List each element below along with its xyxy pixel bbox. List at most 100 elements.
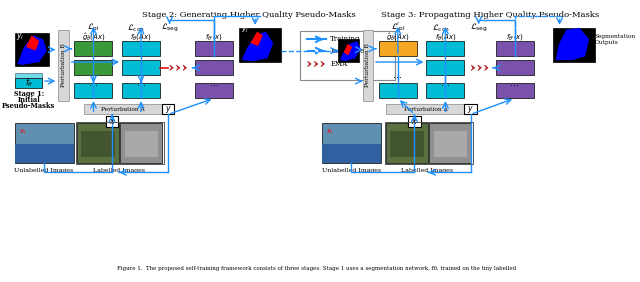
Text: Unlabelled Images: Unlabelled Images (14, 168, 74, 173)
Text: ...: ... (136, 78, 145, 88)
Polygon shape (340, 41, 361, 61)
Text: Perturbation B: Perturbation B (61, 43, 66, 87)
Text: Labelled Images: Labelled Images (401, 168, 453, 173)
Text: Unlabelled Images: Unlabelled Images (322, 168, 381, 173)
Text: Pseudo-Masks: Pseudo-Masks (2, 102, 56, 110)
FancyBboxPatch shape (74, 41, 113, 56)
FancyBboxPatch shape (434, 131, 467, 157)
Polygon shape (242, 32, 273, 61)
Text: $x$: $x$ (411, 117, 418, 126)
FancyBboxPatch shape (496, 41, 534, 56)
Text: $f_\theta(Ax)$: $f_\theta(Ax)$ (131, 32, 152, 42)
FancyBboxPatch shape (239, 28, 281, 62)
FancyBboxPatch shape (387, 123, 428, 163)
FancyBboxPatch shape (122, 83, 160, 98)
Polygon shape (344, 44, 352, 55)
FancyBboxPatch shape (195, 41, 234, 56)
FancyBboxPatch shape (84, 104, 162, 114)
Text: Training: Training (330, 35, 361, 43)
FancyBboxPatch shape (496, 83, 534, 98)
Text: Perturbation A: Perturbation A (404, 107, 447, 112)
FancyBboxPatch shape (322, 144, 381, 163)
Polygon shape (307, 61, 311, 67)
Text: $y$: $y$ (164, 104, 172, 115)
FancyBboxPatch shape (15, 123, 74, 163)
FancyBboxPatch shape (465, 104, 477, 114)
FancyBboxPatch shape (81, 131, 115, 157)
Polygon shape (471, 65, 475, 70)
Text: Inference: Inference (330, 47, 364, 55)
Polygon shape (484, 65, 488, 70)
FancyBboxPatch shape (120, 123, 162, 163)
Text: Perturbation B: Perturbation B (365, 43, 371, 87)
FancyBboxPatch shape (15, 144, 74, 163)
Text: Segmentation
Outputs: Segmentation Outputs (595, 34, 636, 45)
Text: $\mathcal{L}_\mathrm{seg}$: $\mathcal{L}_\mathrm{seg}$ (161, 22, 179, 34)
FancyBboxPatch shape (195, 83, 234, 98)
Text: $\mathcal{L}_\mathrm{pl}$: $\mathcal{L}_\mathrm{pl}$ (87, 22, 100, 34)
FancyBboxPatch shape (77, 123, 119, 163)
Polygon shape (250, 32, 263, 46)
FancyBboxPatch shape (426, 83, 465, 98)
FancyBboxPatch shape (74, 60, 113, 75)
FancyBboxPatch shape (122, 60, 160, 75)
FancyBboxPatch shape (379, 41, 417, 56)
Text: $\tilde{y}_i$: $\tilde{y}_i$ (241, 24, 248, 36)
Text: Initial: Initial (17, 96, 40, 104)
Polygon shape (170, 65, 173, 70)
FancyBboxPatch shape (426, 60, 465, 75)
FancyBboxPatch shape (125, 131, 158, 157)
Text: $f_\theta$: $f_\theta$ (24, 77, 33, 89)
Text: Stage 2: Generating Higher Quality Pseudo-Masks: Stage 2: Generating Higher Quality Pseud… (141, 10, 355, 19)
FancyBboxPatch shape (379, 83, 417, 98)
FancyBboxPatch shape (390, 131, 424, 157)
Text: $f_\theta(Ax)$: $f_\theta(Ax)$ (435, 32, 456, 42)
FancyBboxPatch shape (363, 30, 373, 101)
Text: $f_{\theta^{\prime}}(x)$: $f_{\theta^{\prime}}(x)$ (506, 32, 524, 42)
FancyBboxPatch shape (162, 104, 174, 114)
FancyBboxPatch shape (74, 83, 113, 98)
Text: $x$: $x$ (109, 117, 115, 126)
FancyBboxPatch shape (553, 28, 595, 62)
Text: Figure 1.  The proposed self-training framework consists of three stages. Stage : Figure 1. The proposed self-training fra… (117, 266, 516, 271)
FancyBboxPatch shape (387, 104, 465, 114)
Text: Stage 3: Propagating Higher Quality Pseudo-Masks: Stage 3: Propagating Higher Quality Pseu… (381, 10, 599, 19)
Text: Stage 1:: Stage 1: (13, 91, 44, 98)
FancyBboxPatch shape (15, 33, 49, 66)
Polygon shape (26, 36, 39, 51)
Text: $\mathcal{L}_\mathrm{con}$: $\mathcal{L}_\mathrm{con}$ (432, 22, 449, 34)
Text: $y$: $y$ (467, 104, 474, 115)
Text: $f_{\theta^{\prime}}(x)$: $f_{\theta^{\prime}}(x)$ (205, 32, 223, 42)
Text: ...: ... (441, 78, 450, 88)
Text: $\hat{g}_{\bar{\theta}}(Ax)$: $\hat{g}_{\bar{\theta}}(Ax)$ (82, 32, 105, 43)
FancyBboxPatch shape (496, 60, 534, 75)
FancyBboxPatch shape (338, 39, 359, 62)
Polygon shape (183, 65, 187, 70)
FancyBboxPatch shape (122, 41, 160, 56)
Text: ...: ... (510, 78, 519, 88)
FancyBboxPatch shape (58, 30, 68, 101)
FancyBboxPatch shape (408, 116, 420, 127)
Polygon shape (477, 65, 481, 70)
Text: $x_i$: $x_i$ (326, 128, 334, 137)
FancyBboxPatch shape (322, 123, 381, 163)
Text: ...: ... (394, 70, 403, 80)
Polygon shape (176, 65, 180, 70)
Text: $\mathcal{L}'_\mathrm{pl}$: $\mathcal{L}'_\mathrm{pl}$ (390, 21, 405, 34)
FancyBboxPatch shape (106, 116, 118, 127)
FancyBboxPatch shape (15, 74, 42, 78)
Text: $\hat{y}_i$: $\hat{y}_i$ (17, 28, 25, 43)
Text: ...: ... (89, 78, 98, 88)
Polygon shape (314, 61, 318, 67)
Text: Perturbation A: Perturbation A (101, 107, 145, 112)
Text: $\hat{g}_{\bar{\theta}}(Ax)$: $\hat{g}_{\bar{\theta}}(Ax)$ (386, 32, 410, 43)
FancyBboxPatch shape (195, 60, 234, 75)
Polygon shape (17, 36, 47, 65)
Polygon shape (556, 28, 589, 60)
FancyBboxPatch shape (426, 41, 465, 56)
FancyBboxPatch shape (429, 123, 471, 163)
Text: $\mathcal{L}_\mathrm{seg}$: $\mathcal{L}_\mathrm{seg}$ (470, 22, 488, 34)
Text: ...: ... (210, 78, 219, 88)
Text: $x_i$: $x_i$ (19, 128, 27, 137)
Polygon shape (321, 61, 324, 67)
